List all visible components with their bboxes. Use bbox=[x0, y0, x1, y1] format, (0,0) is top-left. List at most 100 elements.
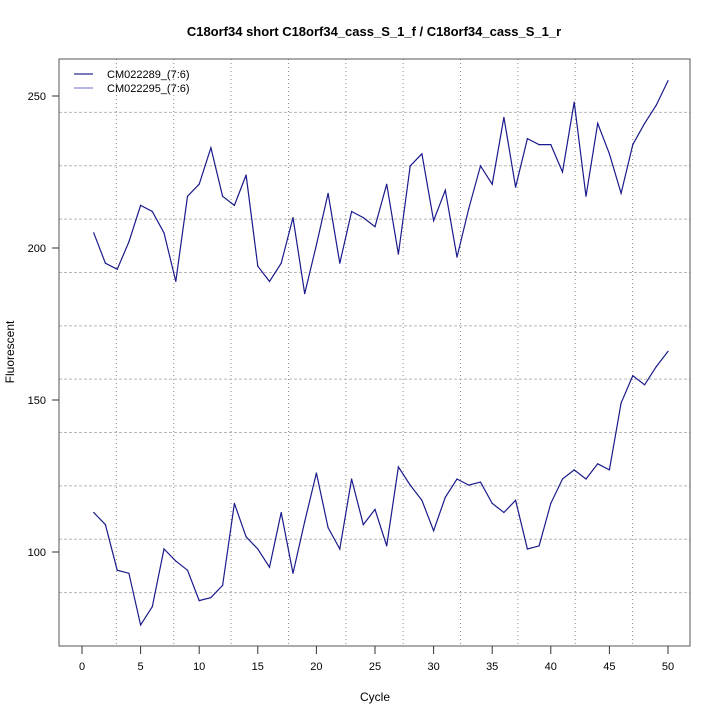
legend-item: CM022289_(7:6) bbox=[74, 69, 190, 81]
y-tick-label: 250 bbox=[28, 91, 46, 103]
legend-label: CM022295_(7:6) bbox=[107, 83, 190, 95]
data-point bbox=[515, 499, 517, 501]
data-point bbox=[433, 220, 435, 222]
data-point bbox=[456, 256, 458, 258]
x-axis: 0 5 10 15 20 25 30 35 40 45 50 bbox=[79, 646, 674, 673]
data-point bbox=[292, 217, 294, 219]
x-tick-label: 30 bbox=[427, 661, 439, 673]
data-point bbox=[479, 481, 482, 483]
data-point bbox=[632, 144, 634, 146]
data-point bbox=[362, 524, 364, 526]
data-point bbox=[550, 502, 552, 504]
data-point bbox=[257, 265, 259, 267]
data-point bbox=[163, 548, 165, 550]
data-point bbox=[468, 207, 470, 210]
data-point bbox=[104, 524, 106, 526]
data-point bbox=[210, 597, 212, 599]
data-point bbox=[386, 183, 388, 185]
x-tick-label: 20 bbox=[310, 661, 322, 673]
data-point bbox=[362, 217, 364, 219]
data-point bbox=[538, 545, 540, 547]
data-point bbox=[280, 511, 282, 514]
series-1 bbox=[93, 80, 669, 295]
data-point bbox=[104, 262, 106, 264]
data-point bbox=[597, 463, 599, 465]
data-point bbox=[245, 174, 247, 176]
y-axis: 100 150 200 250 bbox=[28, 91, 59, 559]
data-point bbox=[268, 280, 271, 282]
data-point bbox=[339, 548, 341, 550]
data-point bbox=[620, 402, 622, 404]
data-point bbox=[339, 262, 341, 264]
x-tick-label: 45 bbox=[603, 661, 615, 673]
data-point bbox=[585, 195, 587, 197]
x-axis-label: Cycle bbox=[360, 690, 390, 704]
x-tick-label: 50 bbox=[662, 661, 674, 673]
data-point bbox=[608, 469, 611, 471]
data-point bbox=[210, 147, 212, 149]
data-point bbox=[327, 192, 329, 194]
data-point bbox=[186, 569, 189, 571]
series-line bbox=[93, 351, 669, 627]
y-tick-label: 150 bbox=[28, 395, 46, 407]
y-axis-label: Fluorescent bbox=[3, 320, 17, 383]
data-point bbox=[468, 484, 470, 486]
y-tick-label: 200 bbox=[28, 243, 46, 255]
data-point bbox=[374, 508, 376, 510]
data-point bbox=[526, 548, 529, 550]
data-point bbox=[222, 584, 224, 587]
data-point bbox=[409, 165, 411, 167]
y-tick-label: 100 bbox=[28, 547, 46, 559]
data-point bbox=[444, 496, 446, 498]
data-point bbox=[421, 499, 423, 501]
data-point bbox=[409, 484, 411, 486]
data-point bbox=[151, 210, 153, 213]
plot-frame bbox=[58, 58, 691, 647]
data-point bbox=[561, 171, 564, 173]
data-point bbox=[351, 478, 353, 480]
data-point bbox=[433, 530, 435, 532]
data-point bbox=[503, 511, 505, 514]
data-point bbox=[198, 600, 200, 602]
data-point bbox=[491, 502, 493, 504]
data-point bbox=[315, 472, 317, 474]
data-point bbox=[644, 384, 646, 386]
data-point bbox=[550, 144, 552, 146]
data-point bbox=[655, 366, 657, 368]
data-point bbox=[667, 80, 669, 82]
series-line bbox=[93, 80, 669, 294]
data-point bbox=[93, 232, 95, 234]
data-point bbox=[315, 244, 317, 246]
x-tick-label: 5 bbox=[138, 661, 144, 673]
data-point bbox=[175, 560, 177, 562]
data-point bbox=[128, 572, 130, 574]
data-point bbox=[538, 144, 540, 146]
data-point bbox=[233, 204, 235, 206]
data-point bbox=[526, 138, 529, 140]
data-point bbox=[198, 183, 200, 185]
x-tick-label: 35 bbox=[486, 661, 498, 673]
data-point bbox=[655, 104, 657, 106]
legend: CM022289_(7:6) CM022295_(7:6) bbox=[74, 69, 190, 95]
data-point bbox=[421, 153, 423, 155]
data-point bbox=[479, 165, 482, 167]
data-point bbox=[245, 536, 247, 538]
x-tick-label: 25 bbox=[369, 661, 381, 673]
legend-item: CM022295_(7:6) bbox=[74, 83, 190, 95]
data-point bbox=[561, 478, 564, 480]
data-point bbox=[292, 572, 294, 574]
data-point bbox=[491, 183, 493, 185]
data-point bbox=[93, 511, 95, 514]
data-point bbox=[222, 195, 224, 197]
series-2 bbox=[93, 350, 669, 627]
data-point bbox=[175, 280, 177, 282]
data-point bbox=[667, 350, 669, 352]
data-point bbox=[397, 466, 399, 468]
data-point bbox=[116, 569, 118, 571]
data-point bbox=[585, 478, 587, 480]
x-tick-label: 15 bbox=[252, 661, 264, 673]
series-lines bbox=[93, 80, 669, 627]
data-point bbox=[374, 226, 376, 228]
data-point bbox=[257, 548, 259, 550]
